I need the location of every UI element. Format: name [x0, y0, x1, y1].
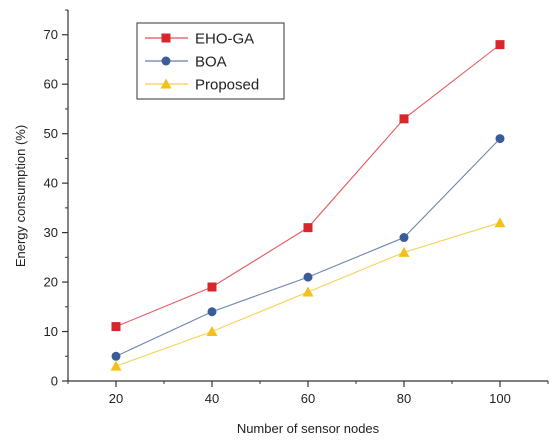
data-point-proposed	[110, 360, 122, 371]
data-point-eho-ga	[303, 223, 313, 233]
data-point-proposed	[302, 286, 314, 297]
y-tick-label: 40	[44, 176, 58, 191]
data-point-boa	[207, 307, 217, 317]
series-line-boa	[115, 138, 501, 357]
legend-label-proposed: Proposed	[195, 77, 259, 94]
data-point-proposed	[206, 326, 218, 337]
y-tick-label: 70	[44, 27, 58, 42]
y-tick-label: 60	[44, 77, 58, 92]
y-tick-label: 20	[44, 275, 58, 290]
data-point-eho-ga	[111, 322, 121, 332]
data-point-boa	[399, 233, 409, 243]
data-point-eho-ga	[399, 114, 409, 124]
data-point-eho-ga	[207, 282, 217, 292]
legend-marker-boa	[161, 56, 171, 66]
legend: EHO-GA BOA Proposed	[136, 22, 285, 100]
y-ticks: 0 10 20 30 40 50 60 70	[44, 9, 68, 389]
data-point-eho-ga	[495, 40, 505, 50]
legend-marker-proposed	[160, 78, 172, 89]
legend-label-eho-ga: EHO-GA	[195, 31, 254, 48]
x-tick-label: 40	[205, 391, 219, 406]
x-tick-label: 60	[301, 391, 315, 406]
legend-label-boa: BOA	[195, 54, 227, 71]
y-axis-title: Energy consumption (%)	[13, 125, 28, 267]
y-tick-label: 10	[44, 324, 58, 339]
data-point-boa	[111, 351, 121, 361]
legend-marker-eho-ga	[161, 33, 171, 43]
y-tick-label: 0	[51, 374, 58, 389]
data-point-boa	[495, 134, 505, 144]
x-tick-label: 20	[109, 391, 123, 406]
series-layer	[110, 40, 506, 371]
x-ticks: 20 40 60 80 100	[67, 381, 549, 406]
data-point-proposed	[494, 217, 506, 228]
data-point-proposed	[398, 246, 410, 257]
y-tick-label: 50	[44, 126, 58, 141]
data-point-boa	[303, 272, 313, 282]
x-tick-label: 80	[397, 391, 411, 406]
x-tick-label: 100	[489, 391, 511, 406]
y-tick-label: 30	[44, 225, 58, 240]
x-axis-title: Number of sensor nodes	[237, 421, 380, 436]
